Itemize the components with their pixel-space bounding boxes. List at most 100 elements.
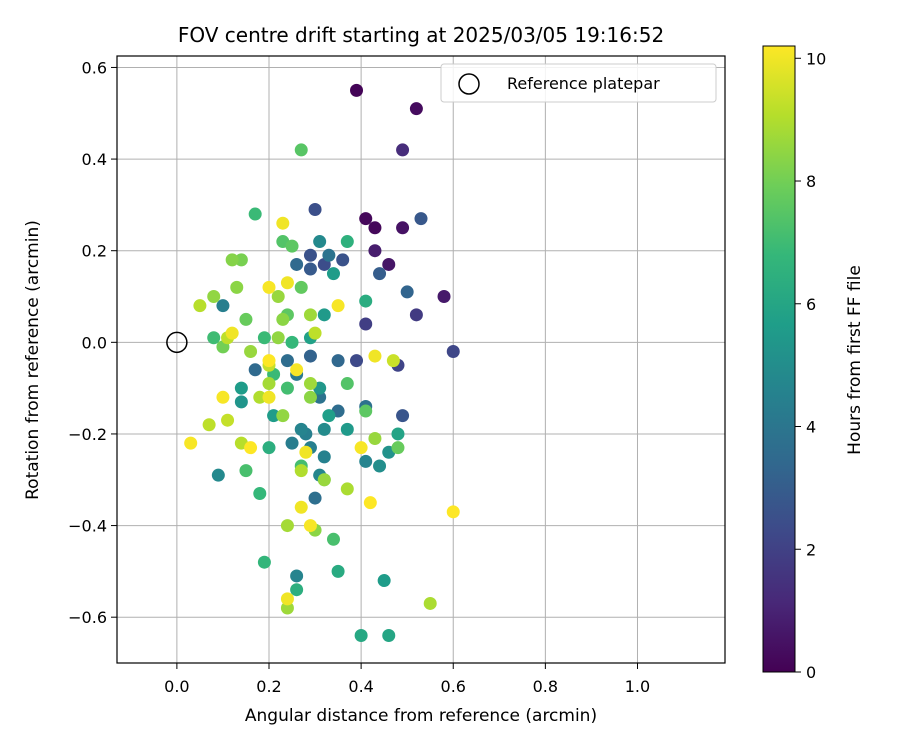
data-point [262, 280, 276, 294]
data-point [239, 312, 253, 326]
data-point [262, 441, 276, 455]
data-point [317, 422, 331, 436]
data-point [285, 239, 299, 253]
plot-frame [116, 55, 726, 664]
data-point [221, 413, 235, 427]
data-point [290, 363, 304, 377]
data-point [225, 326, 239, 340]
y-tick-label: −0.2 [68, 425, 107, 444]
data-point [184, 436, 198, 450]
colorbar-ticks: 0 2 4 6 8 10 [795, 49, 826, 682]
data-point [294, 280, 308, 294]
data-point [368, 432, 382, 446]
data-point [359, 294, 373, 308]
data-point [207, 331, 221, 345]
data-point [290, 583, 304, 597]
x-axis-label: Angular distance from reference (arcmin) [245, 706, 597, 726]
y-tick-label: 0.2 [82, 242, 107, 261]
x-axis-ticks: 0.0 0.2 0.4 0.6 0.8 1.0 [164, 663, 650, 696]
data-point [230, 280, 244, 294]
data-point [234, 395, 248, 409]
data-point [354, 441, 368, 455]
x-tick-label: 1.0 [625, 677, 650, 696]
data-point [350, 83, 364, 97]
data-point [331, 299, 345, 313]
data-point [211, 468, 225, 482]
data-point [239, 464, 253, 478]
data-point [244, 441, 258, 455]
data-point [340, 377, 354, 391]
data-point [368, 244, 382, 258]
data-point [257, 555, 271, 569]
data-point [373, 459, 387, 473]
data-point [303, 349, 317, 363]
colorbar-gradient [762, 45, 796, 673]
y-axis-label: Rotation from reference (arcmin) [23, 220, 43, 500]
data-point [313, 390, 327, 404]
x-tick-label: 0.6 [441, 677, 466, 696]
data-point [294, 422, 308, 436]
chart-title: FOV centre drift starting at 2025/03/05 … [178, 23, 664, 47]
data-point [303, 248, 317, 262]
data-point [276, 216, 290, 230]
data-point [262, 354, 276, 368]
data-point [294, 464, 308, 478]
data-point [276, 312, 290, 326]
data-point [285, 436, 299, 450]
legend-box [440, 63, 717, 103]
data-point [350, 354, 364, 368]
colorbar-tick-label: 6 [806, 295, 816, 314]
data-point [248, 363, 262, 377]
data-point [313, 235, 327, 249]
data-point [409, 308, 423, 322]
x-tick-label: 0.2 [256, 677, 281, 696]
data-point [423, 596, 437, 610]
data-point [359, 317, 373, 331]
data-point [359, 404, 373, 418]
data-point [193, 299, 207, 313]
data-point [446, 344, 460, 358]
data-point [359, 212, 373, 226]
legend-label: Reference platepar [507, 74, 660, 93]
colorbar-label: Hours from first FF file [845, 265, 865, 455]
data-point [280, 354, 294, 368]
y-tick-label: 0.0 [82, 333, 107, 352]
data-point [396, 143, 410, 157]
data-point [326, 267, 340, 281]
data-point [437, 290, 451, 304]
data-point [257, 331, 271, 345]
colorbar-tick-label: 0 [806, 663, 816, 682]
data-point [285, 335, 299, 349]
data-point [391, 441, 405, 455]
data-point [322, 248, 336, 262]
data-point [303, 390, 317, 404]
data-point [280, 601, 294, 615]
data-point [253, 390, 267, 404]
data-point [354, 629, 368, 643]
data-point [271, 331, 285, 345]
data-point [386, 354, 400, 368]
x-tick-label: 0.0 [164, 677, 189, 696]
data-point [276, 409, 290, 423]
colorbar-tick-label: 2 [806, 540, 816, 559]
data-point [446, 505, 460, 519]
data-point [294, 143, 308, 157]
y-tick-label: 0.4 [82, 150, 107, 169]
data-point [303, 308, 317, 322]
data-point [280, 592, 294, 606]
data-point [216, 299, 230, 313]
data-point [340, 422, 354, 436]
data-point [317, 450, 331, 464]
data-point [322, 409, 336, 423]
data-point [400, 285, 414, 299]
x-tick-label: 0.4 [348, 677, 373, 696]
grid-lines [117, 56, 725, 663]
data-point [294, 500, 308, 514]
data-point [317, 473, 331, 487]
data-point [368, 221, 382, 235]
data-point [340, 482, 354, 496]
data-point [299, 445, 313, 459]
data-point [216, 390, 230, 404]
data-point [363, 496, 377, 510]
